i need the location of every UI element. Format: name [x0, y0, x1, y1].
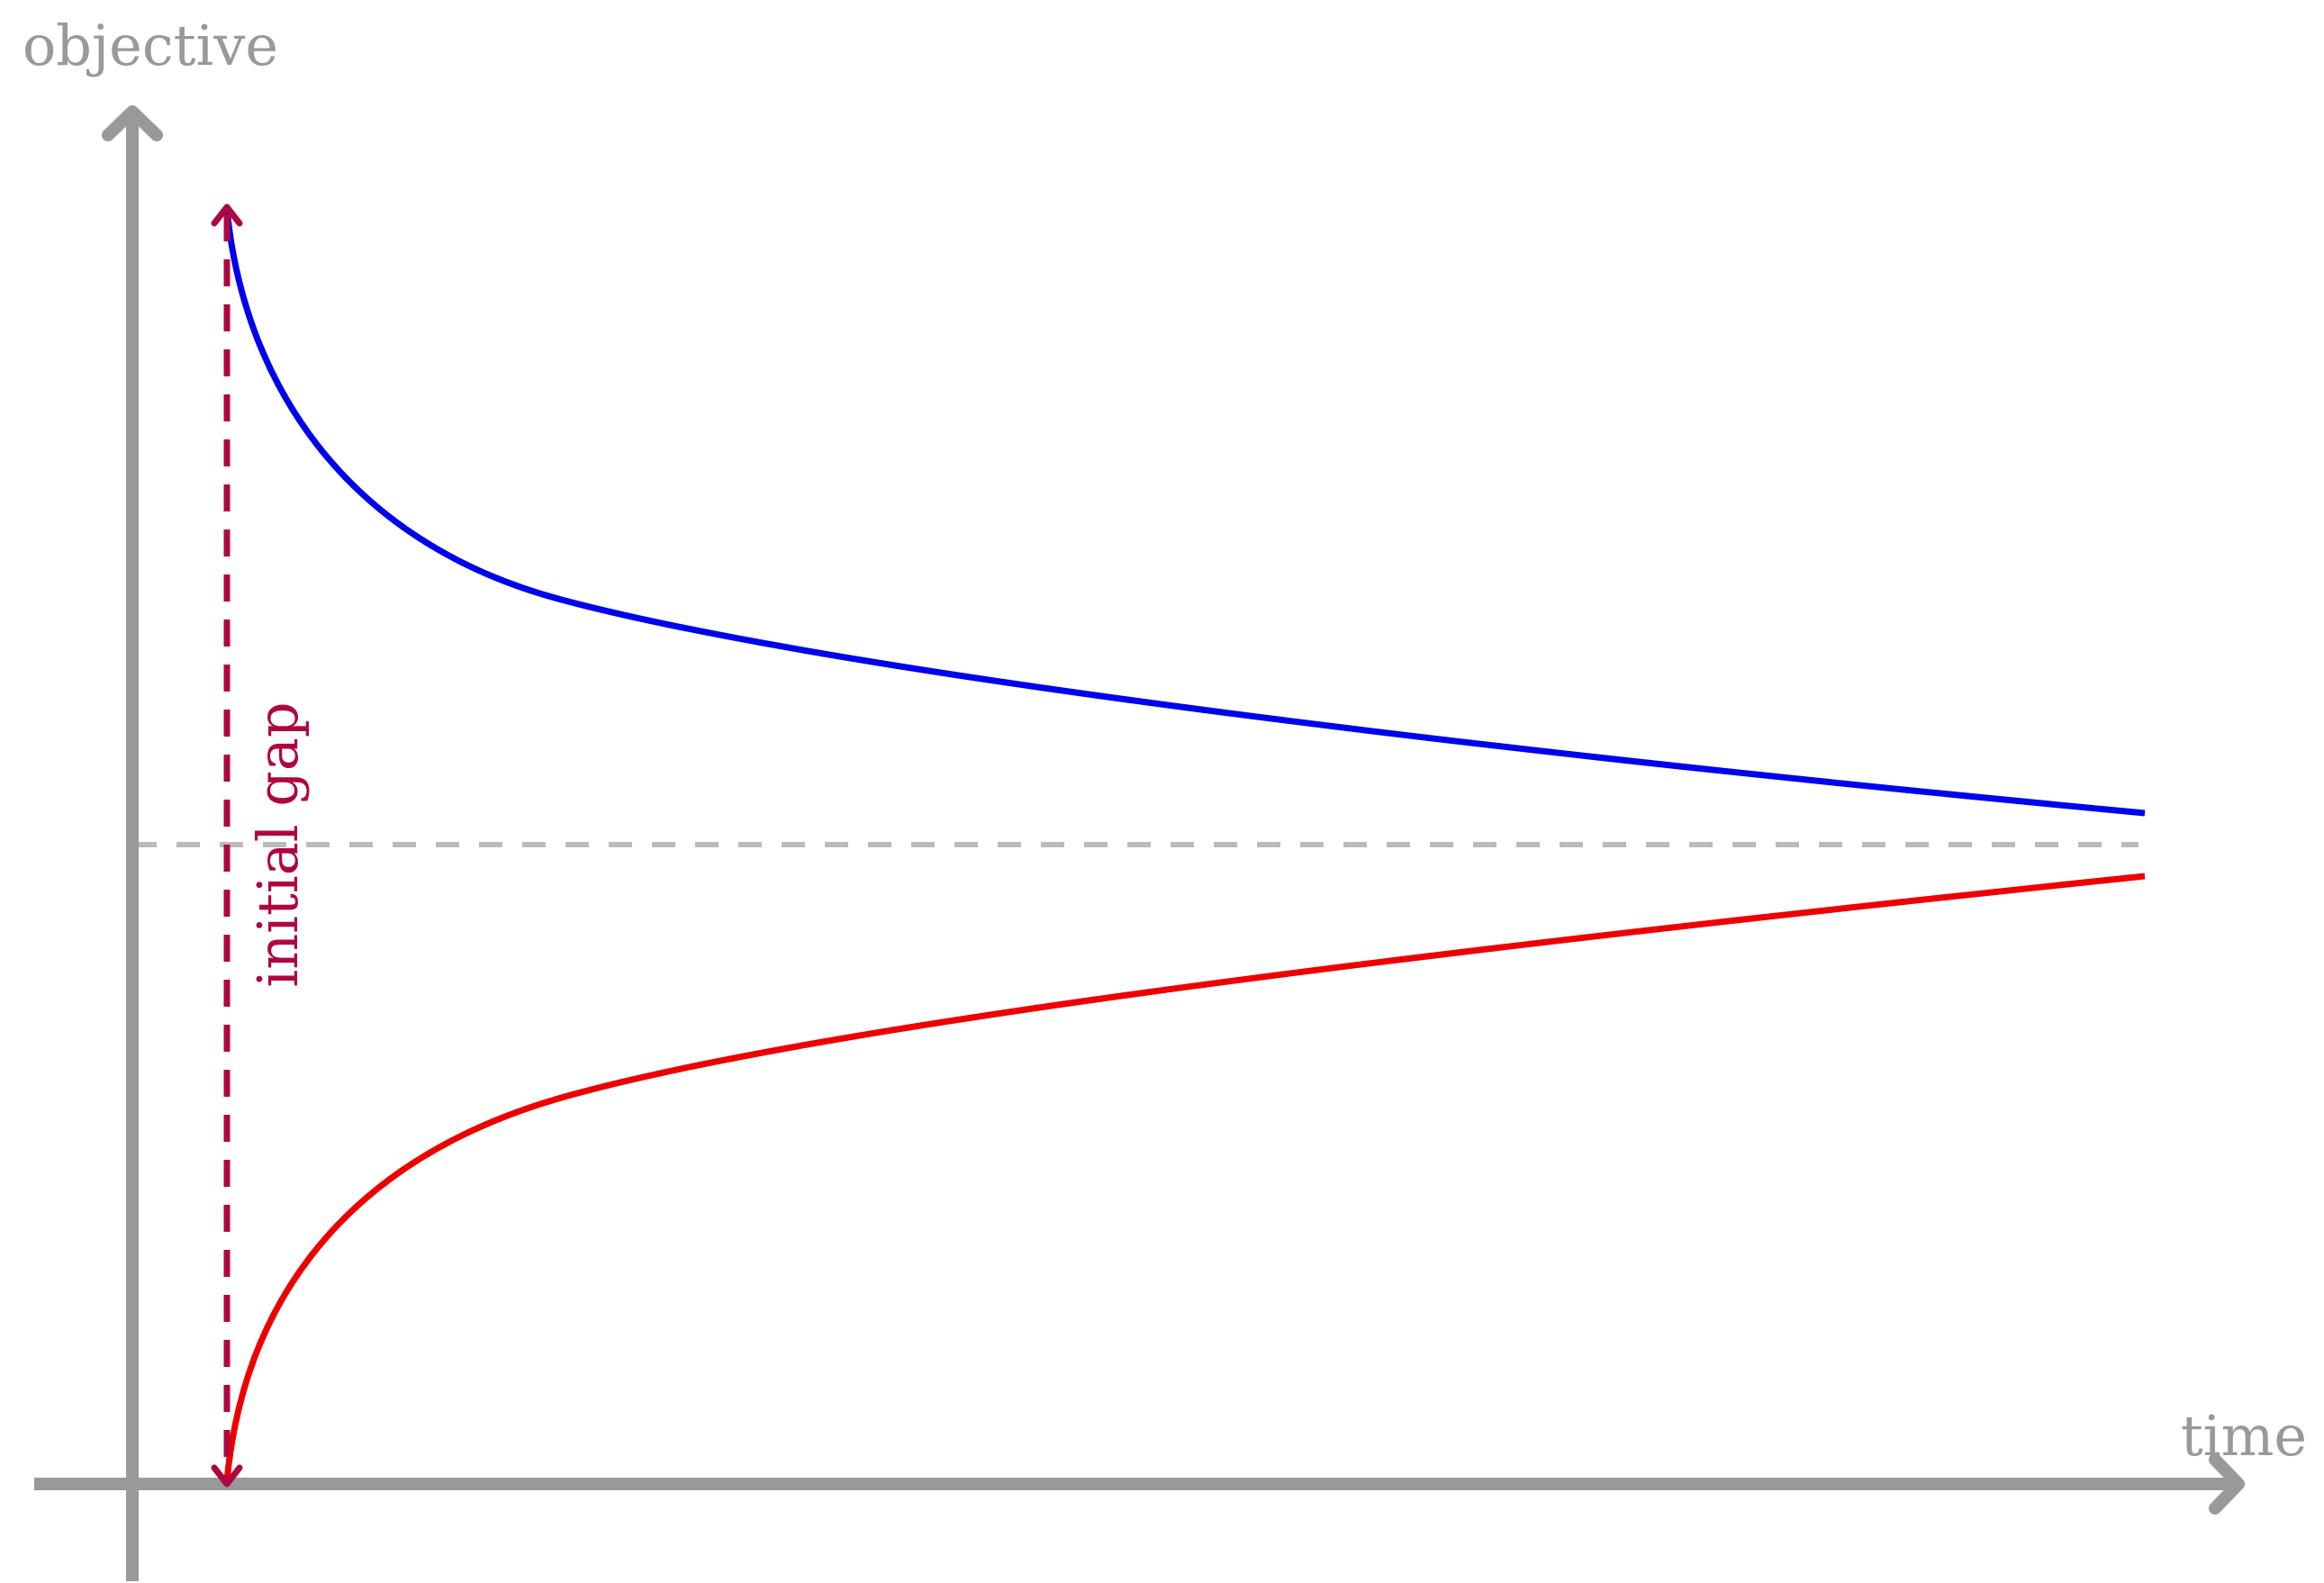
x-axis-label: time — [2181, 1403, 2307, 1469]
upper-bound-curve — [223, 208, 2146, 817]
y-axis-arrowhead — [102, 105, 163, 141]
initial-gap-arrowhead-bottom — [211, 1464, 243, 1488]
initial-gap-label: initial gap — [245, 701, 311, 987]
lower-bound-curve — [223, 873, 2146, 1482]
initial-gap-arrowhead-top — [211, 204, 243, 227]
y-axis-label: objective — [23, 13, 278, 78]
x-axis-arrowhead — [2209, 1453, 2245, 1515]
